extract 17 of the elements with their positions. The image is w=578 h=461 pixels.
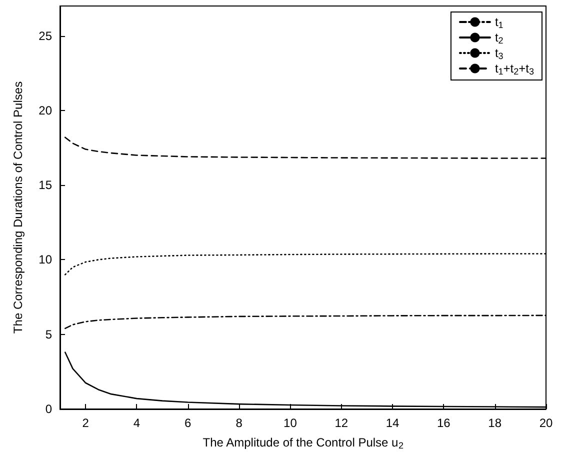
- y-tick-label: 20: [38, 103, 52, 118]
- x-tick-label: 8: [236, 416, 243, 430]
- x-tick-label: 20: [539, 416, 553, 430]
- x-tick-label: 18: [488, 416, 502, 430]
- y-tick-label: 5: [45, 327, 52, 342]
- x-tick-label: 14: [386, 416, 400, 430]
- x-tick-label: 10: [284, 416, 298, 430]
- x-tick-label: 2: [82, 416, 90, 430]
- y-tick-label: 10: [38, 252, 52, 267]
- x-tick-label: 4: [133, 416, 140, 430]
- y-tick-label: 0: [45, 402, 52, 416]
- y-tick-label: 15: [38, 178, 52, 192]
- x-tick-label: 6: [184, 416, 192, 430]
- y-axis-title: The Corresponding Durations of Control Pulses: [11, 81, 25, 334]
- y-tick-label: 25: [38, 28, 52, 43]
- x-tick-label: 16: [437, 416, 451, 430]
- x-tick-label: 12: [334, 416, 348, 430]
